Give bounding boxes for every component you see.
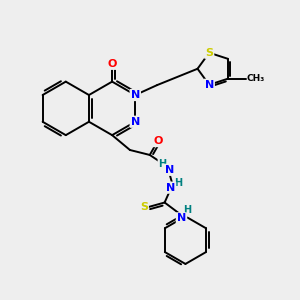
Text: O: O bbox=[153, 136, 162, 146]
Text: N: N bbox=[205, 80, 214, 90]
Text: N: N bbox=[177, 213, 186, 224]
Text: H: H bbox=[174, 178, 183, 188]
Text: N: N bbox=[165, 165, 174, 175]
Text: S: S bbox=[140, 202, 148, 212]
Text: CH₃: CH₃ bbox=[247, 74, 265, 83]
Text: N: N bbox=[131, 90, 140, 100]
Text: H: H bbox=[183, 206, 191, 215]
Text: N: N bbox=[166, 183, 175, 193]
Text: O: O bbox=[107, 59, 117, 69]
Text: H: H bbox=[159, 159, 167, 169]
Text: S: S bbox=[205, 48, 213, 58]
Text: N: N bbox=[131, 117, 140, 127]
